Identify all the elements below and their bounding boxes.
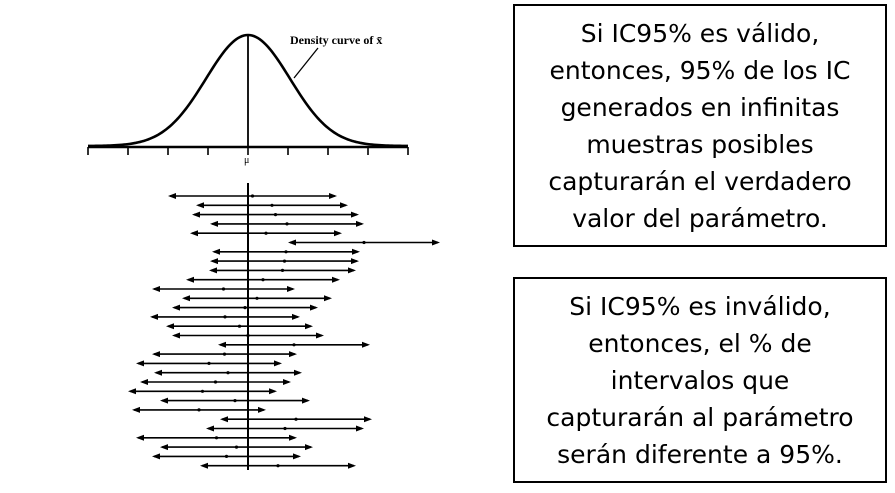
ci-arrow	[206, 425, 364, 432]
ci-arrow	[210, 258, 359, 265]
sample-axis	[87, 34, 409, 155]
ci-arrow	[172, 304, 318, 311]
ci-arrow	[166, 323, 313, 330]
ci-arrow	[168, 193, 337, 199]
curve-label-pointer	[293, 47, 319, 79]
ci-arrow	[128, 388, 277, 395]
ci-arrow	[150, 313, 300, 320]
ci-arrow	[152, 286, 295, 292]
ci-arrow	[182, 295, 332, 302]
ci-arrow	[190, 230, 342, 237]
ci-arrow	[186, 276, 340, 283]
invalid-ci-text: Si IC95% es inválido, entonces, el % de …	[546, 291, 854, 469]
ci-arrow	[220, 416, 372, 423]
ci-arrow	[136, 360, 282, 367]
confidence-interval-figure: Density curve of x̄ μ	[87, 33, 440, 470]
valid-ci-text: Si IC95% es válido, entonces, 95% de los…	[548, 18, 852, 233]
ci-arrow	[160, 397, 310, 404]
invalid-ci-textbox: Si IC95% es inválido, entonces, el % de …	[513, 277, 887, 483]
ci-arrow	[152, 351, 297, 358]
ci-arrow	[136, 434, 297, 441]
ci-arrow	[288, 239, 440, 246]
confidence-intervals	[128, 193, 440, 469]
ci-arrow	[160, 444, 313, 451]
ci-arrow	[152, 453, 301, 460]
ci-arrow	[132, 406, 266, 413]
ci-arrow	[140, 379, 291, 385]
ci-arrow	[209, 267, 356, 274]
valid-ci-textbox: Si IC95% es válido, entonces, 95% de los…	[513, 4, 887, 247]
ci-arrow	[192, 211, 359, 218]
ci-arrow	[218, 341, 370, 348]
ci-arrow	[212, 248, 360, 255]
ci-arrow	[154, 369, 302, 376]
ci-arrow	[196, 202, 348, 209]
ci-arrow	[200, 462, 356, 469]
ci-arrow	[210, 220, 364, 227]
mu-label: μ	[244, 155, 249, 166]
density-curve-label: Density curve of x̄	[290, 33, 382, 47]
